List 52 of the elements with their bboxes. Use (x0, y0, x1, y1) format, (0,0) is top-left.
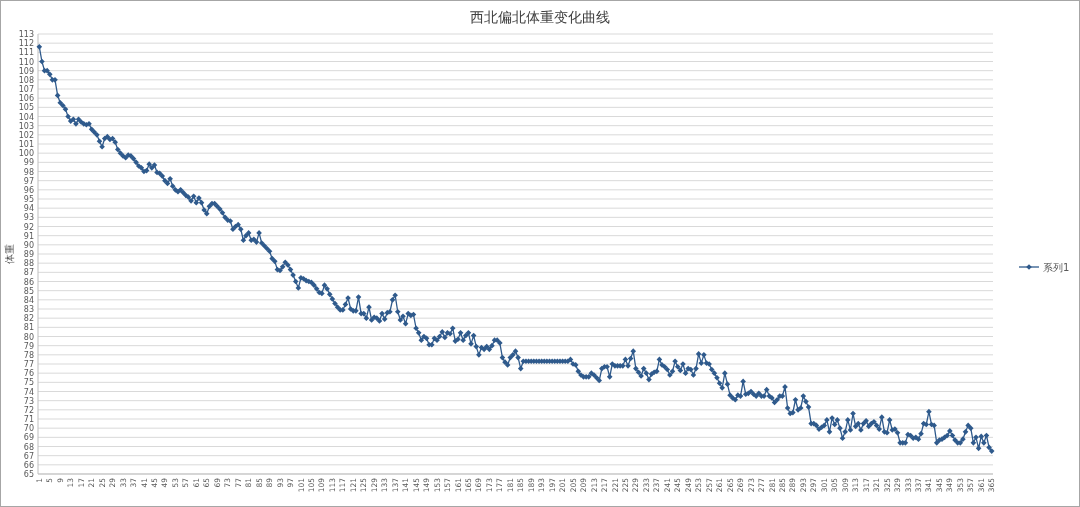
y-tick-label: 85 (23, 286, 34, 296)
y-tick-label: 66 (23, 460, 34, 470)
y-tick-label: 84 (23, 295, 34, 305)
y-tick-label: 96 (23, 185, 34, 195)
y-tick-label: 89 (23, 250, 34, 259)
y-tick-label: 88 (23, 259, 34, 269)
y-tick-label: 75 (23, 378, 34, 388)
y-axis-title: 体重 (4, 244, 15, 264)
y-tick-label: 93 (23, 213, 34, 223)
y-tick-label: 101 (18, 140, 34, 149)
y-tick-label: 87 (23, 268, 34, 278)
y-tick-label: 112 (18, 39, 34, 49)
y-tick-label: 68 (23, 442, 34, 452)
y-tick-label: 99 (23, 158, 34, 168)
y-tick-label: 107 (18, 85, 34, 94)
y-tick-label: 103 (18, 121, 34, 131)
y-tick-label: 113 (18, 30, 34, 39)
y-tick-label: 108 (18, 75, 34, 85)
y-tick-label: 81 (23, 323, 34, 333)
y-tick-label: 72 (23, 405, 34, 415)
chart-title: 西北偏北体重变化曲线 (470, 9, 610, 25)
y-tick-label: 80 (23, 332, 34, 342)
y-tick-label: 82 (23, 314, 34, 324)
y-tick-label: 69 (23, 433, 34, 443)
y-tick-label: 70 (23, 424, 34, 434)
y-tick-label: 76 (23, 369, 34, 379)
y-tick-label: 73 (23, 396, 34, 406)
legend-label: 系列1 (1043, 261, 1070, 273)
y-tick-label: 67 (23, 451, 34, 461)
legend: 系列1 (1018, 261, 1070, 273)
y-tick-label: 106 (18, 94, 34, 104)
y-tick-label: 111 (18, 48, 34, 58)
y-tick-label: 98 (23, 167, 34, 177)
y-tick-label: 74 (23, 387, 34, 397)
y-tick-label: 102 (18, 130, 34, 140)
y-tick-label: 104 (18, 112, 34, 122)
y-tick-label: 86 (23, 277, 34, 287)
y-tick-label: 94 (23, 204, 34, 214)
y-tick-label: 78 (23, 350, 34, 360)
y-tick-label: 97 (23, 176, 34, 186)
y-tick-label: 79 (23, 341, 34, 351)
y-tick-label: 109 (18, 66, 34, 76)
y-tick-label: 92 (23, 222, 34, 232)
y-tick-label: 71 (23, 415, 34, 424)
y-tick-label: 105 (18, 103, 34, 113)
y-tick-label: 90 (23, 240, 34, 250)
y-tick-label: 110 (18, 57, 34, 67)
y-tick-label: 95 (23, 195, 34, 204)
y-tick-label: 83 (23, 305, 34, 314)
y-tick-label: 77 (23, 360, 34, 369)
y-tick-label: 100 (18, 149, 34, 159)
y-tick-label: 91 (23, 231, 34, 241)
